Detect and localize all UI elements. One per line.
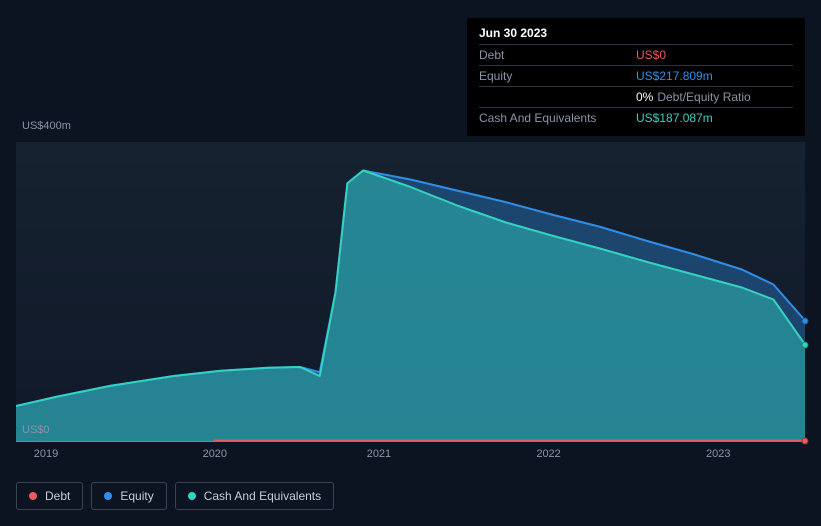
legend-item-cash[interactable]: Cash And Equivalents [175,482,334,510]
legend-label: Equity [120,489,153,503]
legend-item-equity[interactable]: Equity [91,482,166,510]
legend-item-debt[interactable]: Debt [16,482,83,510]
legend-swatch-icon [188,492,196,500]
tooltip-label: Equity [479,69,636,83]
chart-svg [16,142,805,442]
tooltip-value: 0% Debt/Equity Ratio [636,90,793,104]
legend-swatch-icon [29,492,37,500]
y-axis-label-top: US$400m [22,120,71,132]
x-tick: 2021 [367,448,391,460]
legend-label: Debt [45,489,70,503]
series-area-cash [16,171,805,443]
chart-plot[interactable] [16,142,805,442]
x-tick: 2020 [203,448,227,460]
x-tick: 2019 [34,448,58,460]
chart-area: US$400m US$0 [16,120,805,446]
tooltip-row-equity: Equity US$217.809m [479,65,793,86]
chart-tooltip: Jun 30 2023 Debt US$0 Equity US$217.809m… [467,18,805,136]
ratio-suffix: Debt/Equity Ratio [657,90,750,104]
x-tick: 2023 [706,448,730,460]
chart-legend: Debt Equity Cash And Equivalents [16,482,334,510]
tooltip-value: US$217.809m [636,69,793,83]
y-axis-label-bottom: US$0 [22,424,50,436]
x-tick: 2022 [536,448,560,460]
x-axis: 2019 2020 2021 2022 2023 [16,448,805,468]
ratio-value: 0% [636,90,653,104]
series-end-marker-cash [802,341,809,348]
legend-label: Cash And Equivalents [204,489,321,503]
legend-swatch-icon [104,492,112,500]
series-end-marker-equity [802,317,809,324]
tooltip-date: Jun 30 2023 [479,26,793,40]
tooltip-label [479,90,636,104]
tooltip-label: Debt [479,48,636,62]
tooltip-row-debt: Debt US$0 [479,44,793,65]
series-end-marker-debt [802,437,809,444]
tooltip-row-ratio: 0% Debt/Equity Ratio [479,86,793,107]
tooltip-value: US$0 [636,48,793,62]
